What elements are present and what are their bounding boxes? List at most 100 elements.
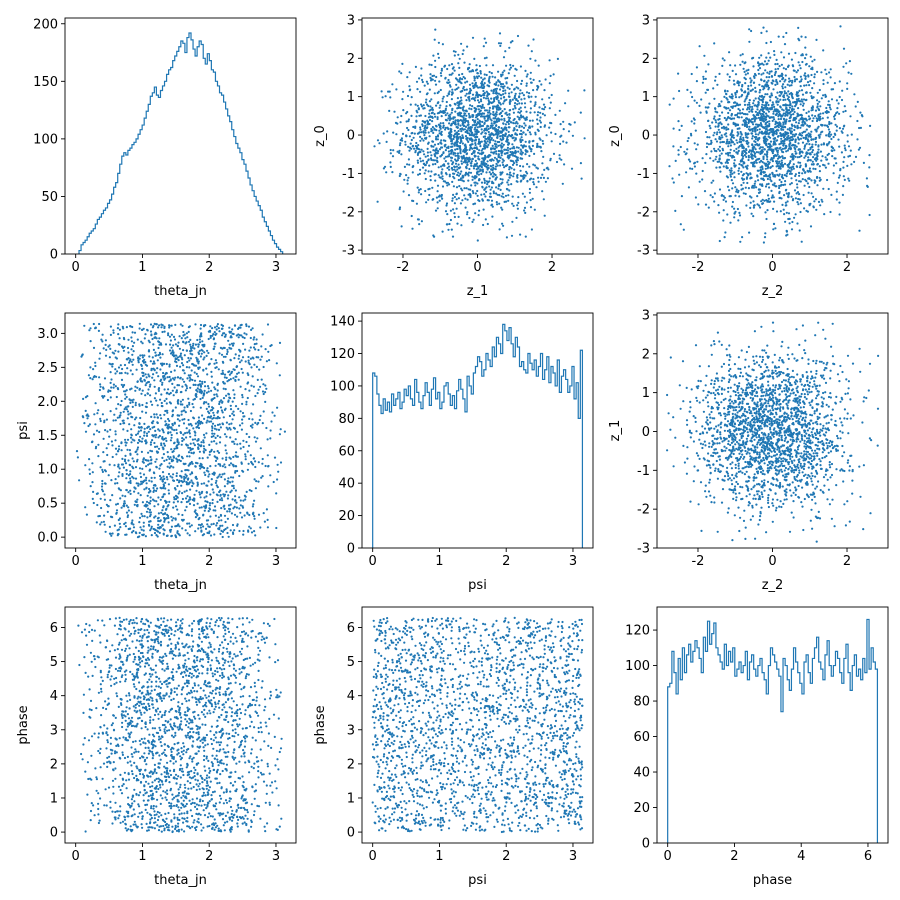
scatter-point xyxy=(461,179,464,182)
scatter-point xyxy=(221,422,224,425)
scatter-point xyxy=(489,118,492,121)
scatter-point xyxy=(504,89,507,92)
scatter-point xyxy=(502,196,505,199)
scatter-point xyxy=(723,126,727,129)
scatter-point xyxy=(373,145,376,148)
scatter-point xyxy=(810,95,813,98)
scatter-point xyxy=(497,92,500,95)
scatter-point xyxy=(471,93,475,96)
scatter-point xyxy=(471,190,474,193)
scatter-point xyxy=(754,74,757,77)
scatter-point xyxy=(475,123,478,126)
scatter-point xyxy=(506,86,509,89)
scatter-point xyxy=(847,71,850,74)
scatter-point xyxy=(191,378,194,382)
scatter-point xyxy=(718,188,722,191)
scatter-point xyxy=(476,99,480,102)
scatter-point xyxy=(502,129,505,132)
scatter-point xyxy=(713,131,716,134)
scatter-point xyxy=(788,80,791,83)
scatter-point xyxy=(713,192,717,195)
scatter-point xyxy=(862,161,866,164)
scatter-point xyxy=(93,413,96,416)
scatter-point xyxy=(463,151,466,154)
scatter-point xyxy=(787,52,791,55)
scatter-point xyxy=(226,428,229,431)
scatter-point xyxy=(473,128,476,131)
scatter-point xyxy=(740,95,743,98)
scatter-point xyxy=(155,458,158,461)
scatter-point xyxy=(108,463,111,466)
scatter-point xyxy=(426,103,429,106)
y-axis-label: z_0 xyxy=(608,125,623,147)
scatter-point xyxy=(786,109,790,112)
scatter-point xyxy=(524,124,527,127)
scatter-point xyxy=(756,158,759,161)
scatter-point xyxy=(468,114,471,117)
scatter-point xyxy=(776,103,779,106)
scatter-point xyxy=(734,91,737,95)
scatter-point xyxy=(803,147,806,150)
scatter-point xyxy=(760,171,763,174)
scatter-point xyxy=(709,194,712,197)
scatter-point xyxy=(747,187,751,190)
scatter-point xyxy=(804,171,807,174)
scatter-point xyxy=(573,121,576,124)
scatter-point xyxy=(497,149,500,153)
scatter-point xyxy=(178,347,181,350)
scatter-point xyxy=(473,181,476,184)
scatter-point xyxy=(543,89,546,92)
scatter-point xyxy=(120,506,123,509)
scatter-point xyxy=(534,101,537,104)
scatter-point xyxy=(738,167,741,170)
scatter-point xyxy=(777,167,781,170)
scatter-point xyxy=(474,116,478,119)
scatter-point xyxy=(433,38,436,41)
scatter-point xyxy=(437,174,440,177)
scatter-point xyxy=(497,117,500,120)
scatter-point xyxy=(245,403,248,406)
scatter-point xyxy=(467,92,471,95)
scatter-point xyxy=(471,36,475,39)
scatter-point xyxy=(424,137,427,140)
scatter-point xyxy=(751,130,754,133)
scatter-point xyxy=(144,333,147,336)
scatter-point xyxy=(822,49,825,52)
scatter-point xyxy=(416,88,419,91)
scatter-point xyxy=(799,180,802,183)
scatter-point xyxy=(807,110,810,113)
scatter-point xyxy=(423,126,427,129)
scatter-point xyxy=(800,240,803,243)
scatter-point xyxy=(742,181,745,184)
scatter-point xyxy=(118,471,121,474)
scatter-point xyxy=(470,130,473,133)
scatter-point xyxy=(531,140,534,143)
scatter-point xyxy=(413,132,416,135)
scatter-point xyxy=(434,28,437,31)
scatter-point xyxy=(493,173,496,176)
scatter-point xyxy=(417,173,420,176)
scatter-point xyxy=(787,217,790,221)
scatter-point xyxy=(407,120,410,123)
scatter-point xyxy=(401,132,405,135)
scatter-point xyxy=(766,108,769,111)
scatter-point xyxy=(743,62,746,65)
scatter-point xyxy=(868,213,871,217)
scatter-point xyxy=(737,219,740,222)
scatter-point xyxy=(708,136,711,139)
scatter-point xyxy=(748,149,752,152)
scatter-point xyxy=(227,494,230,497)
scatter-point xyxy=(674,159,677,162)
scatter-point xyxy=(757,62,760,65)
scatter-point xyxy=(423,134,426,137)
scatter-point xyxy=(267,485,270,488)
scatter-point xyxy=(806,182,810,185)
scatter-point xyxy=(464,117,467,120)
scatter-point xyxy=(157,428,160,431)
scatter-point xyxy=(485,162,488,166)
scatter-point xyxy=(391,155,395,158)
scatter-point xyxy=(500,94,503,97)
scatter-point xyxy=(521,151,524,154)
scatter-point xyxy=(736,81,739,84)
scatter-point xyxy=(789,103,792,106)
